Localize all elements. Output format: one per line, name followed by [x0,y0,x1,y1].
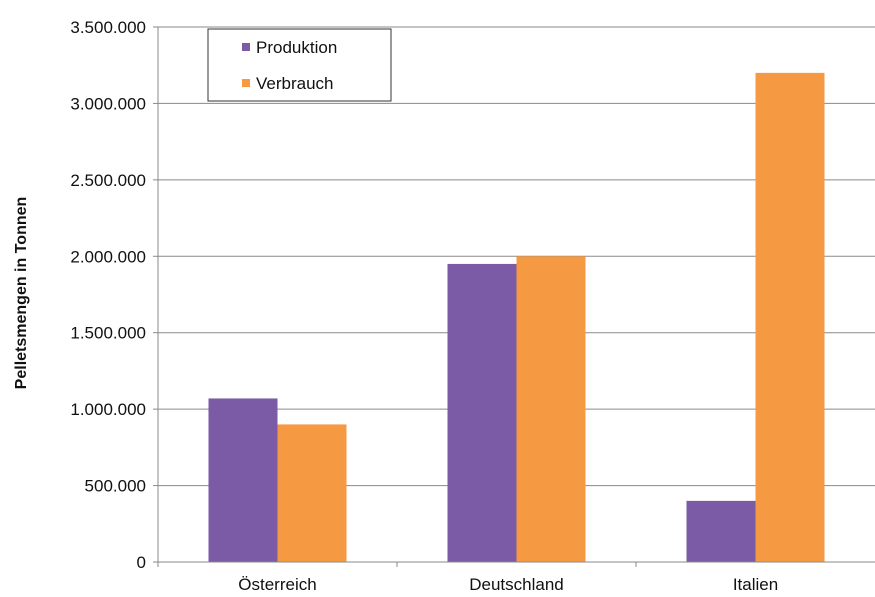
y-tick-label: 500.000 [85,477,146,496]
y-axis-label: Pelletsmengen in Tonnen [13,197,30,390]
y-tick-label: 2.000.000 [70,247,146,266]
y-tick-label: 3.000.000 [70,94,146,113]
x-tick-label: Deutschland [469,575,564,594]
axes [157,27,875,563]
y-tick-label: 1.000.000 [70,400,146,419]
x-tick-labels: Österreich Deutschland Italien [157,562,778,594]
legend: Produktion Verbrauch [207,28,392,102]
legend-swatch-verbrauch [242,79,250,87]
y-tick-labels: 0 500.000 1.000.000 1.500.000 2.000.000 2.500… [70,18,158,572]
x-tick-label: Italien [733,575,778,594]
legend-swatch-produktion [242,43,250,51]
bar-verbrauch-2 [755,72,825,562]
bar-verbrauch-1 [516,256,586,562]
y-tick-label: 1.500.000 [70,324,146,343]
bar-produktion-2 [686,500,756,562]
bar-produktion-1 [447,263,517,562]
bar-produktion-0 [208,398,278,562]
y-tick-label: 3.500.000 [70,18,146,37]
legend-label-verbrauch: Verbrauch [256,74,334,93]
bars [208,72,825,562]
legend-label-produktion: Produktion [256,38,337,57]
x-tick-label: Österreich [238,575,316,594]
bar-verbrauch-0 [277,424,347,562]
y-tick-label: 0 [137,553,146,572]
y-tick-label: 2.500.000 [70,171,146,190]
legend-box [207,28,392,102]
